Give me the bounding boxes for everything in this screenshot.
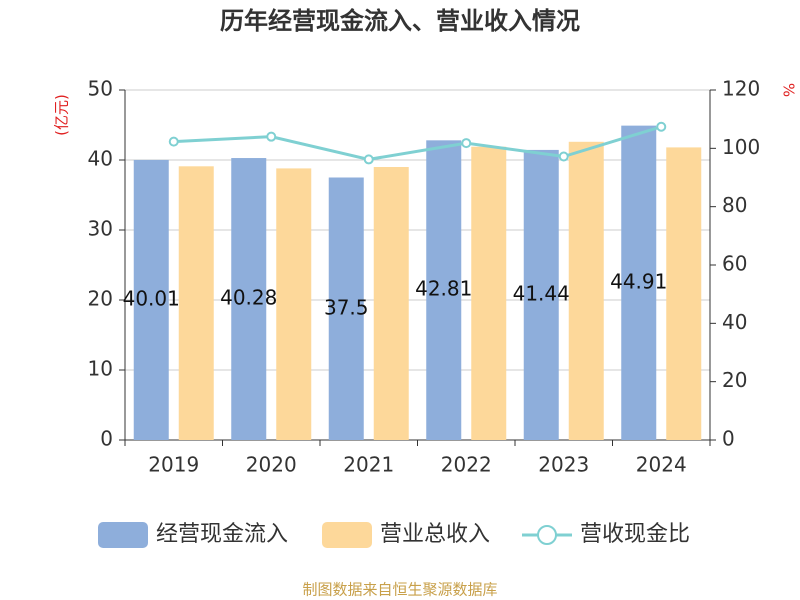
data-label: 41.44 [513, 281, 570, 305]
x-tick-label: 2022 [441, 453, 492, 477]
data-label: 40.01 [123, 286, 180, 310]
y-tick-label: 0 [100, 427, 113, 451]
y-tick-label: 30 [88, 217, 113, 241]
y-axis-label: (亿元) [53, 94, 71, 136]
y2-tick-label: 80 [722, 193, 747, 217]
bar [373, 167, 409, 440]
bar [523, 149, 559, 441]
line-point [168, 136, 179, 147]
y2-tick-label: 100 [722, 135, 760, 159]
line-point [461, 138, 472, 149]
bar [471, 146, 507, 440]
line [173, 125, 662, 161]
line-point [656, 121, 667, 132]
y2-axis-label: % [780, 83, 798, 97]
bar [666, 147, 702, 440]
y-tick-label: 10 [88, 357, 113, 381]
y2-tick-label: 40 [722, 310, 747, 334]
source-note: 制图数据来自恒生聚源数据库 [302, 581, 497, 599]
bar [133, 159, 169, 440]
y2-tick-label: 20 [722, 368, 747, 392]
legend-swatch [322, 522, 372, 548]
bar [621, 125, 657, 440]
legend-label: 营业总收入 [380, 522, 490, 547]
y-tick-label: 50 [88, 77, 113, 101]
bar [426, 140, 462, 440]
bar [231, 158, 267, 441]
legend-swatch [98, 522, 148, 548]
bar [328, 177, 364, 440]
x-tick-label: 2019 [148, 453, 199, 477]
x-tick-label: 2024 [636, 453, 687, 477]
bar [568, 141, 604, 441]
y-tick-label: 20 [88, 287, 113, 311]
y2-tick-label: 60 [722, 252, 747, 276]
legend-label: 经营现金流入 [156, 522, 288, 547]
y2-tick-label: 0 [722, 427, 735, 451]
data-label: 40.28 [220, 286, 277, 310]
legend-label: 营收现金比 [580, 522, 690, 547]
y-tick-label: 40 [88, 147, 113, 171]
x-tick-label: 2023 [538, 453, 589, 477]
y2-tick-label: 120 [722, 77, 760, 101]
chart-title: 历年经营现金流入、营业收入情况 [220, 7, 580, 35]
legend-swatch [537, 525, 557, 545]
x-tick-label: 2020 [246, 453, 297, 477]
line-point [363, 154, 374, 165]
line-point [266, 131, 277, 142]
bar [178, 166, 214, 441]
bar [276, 168, 312, 440]
data-label: 42.81 [415, 277, 472, 301]
data-label: 37.5 [324, 295, 369, 319]
data-label: 44.91 [610, 269, 667, 293]
line-point [558, 151, 569, 162]
x-tick-label: 2021 [343, 453, 394, 477]
